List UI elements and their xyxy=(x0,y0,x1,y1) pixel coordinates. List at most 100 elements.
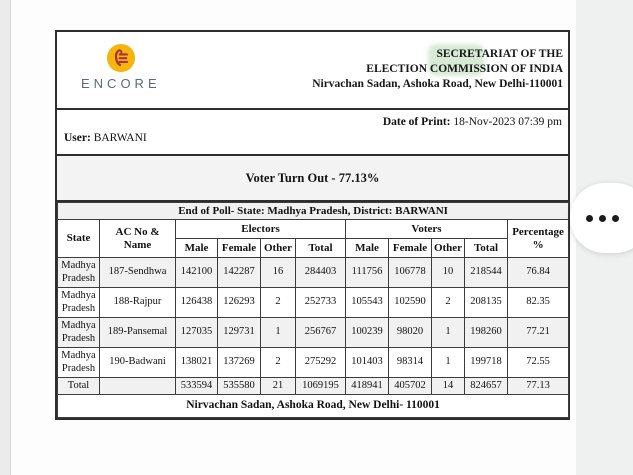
cell-ac-name: 190-Badwani xyxy=(99,347,176,378)
col-header-electors-other: Other xyxy=(260,238,296,258)
col-header-electors-female: Female xyxy=(217,238,261,258)
cell-electors-female: 142287 xyxy=(217,257,261,288)
cell-total-label: Total xyxy=(57,377,100,395)
table-section-title: End of Poll- State: Madhya Pradesh, Dist… xyxy=(56,202,570,220)
cell-electors-total: 256767 xyxy=(295,317,346,348)
table-row-rajpur: Madhya Pradesh 188-Rajpur 126438 126293 … xyxy=(57,287,570,318)
cell-state: Madhya Pradesh xyxy=(57,257,100,288)
table-footer-row: Nirvachan Sadan, Ashoka Road, New Delhi-… xyxy=(56,394,570,418)
ellipsis-menu-icon xyxy=(586,214,593,222)
cell-electors-male: 126438 xyxy=(175,287,218,318)
cell-voters-other: 2 xyxy=(431,287,465,318)
cell-voters-male: 418941 xyxy=(345,377,389,395)
cell-electors-other: 21 xyxy=(260,377,296,395)
green-highlight-mark xyxy=(428,44,484,76)
cell-electors-male: 533594 xyxy=(175,377,218,395)
col-header-voters-total: Total xyxy=(464,238,508,258)
cell-electors-other: 2 xyxy=(260,347,296,378)
date-of-print-label: Date of Print: xyxy=(382,116,451,128)
cell-voters-other: 14 xyxy=(431,377,465,395)
org-line-2: ELECTION COMMISSION OF INDIA xyxy=(366,63,563,75)
col-header-voters-female: Female xyxy=(388,238,432,258)
cell-ac-name: 189-Pansemal xyxy=(99,317,176,348)
cell-electors-other: 1 xyxy=(260,317,296,348)
cell-electors-male: 142100 xyxy=(175,257,218,288)
cell-state: Madhya Pradesh xyxy=(57,347,100,378)
cell-voters-total: 198260 xyxy=(464,317,508,348)
ellipsis-menu-icon xyxy=(599,214,606,222)
user-value: BARWANI xyxy=(93,132,147,144)
cell-voters-total: 218544 xyxy=(464,257,508,288)
col-header-electors-total: Total xyxy=(295,238,346,258)
cell-electors-female: 126293 xyxy=(217,287,261,318)
cell-voters-female: 106778 xyxy=(388,257,432,288)
cell-electors-total: 284403 xyxy=(295,257,346,288)
date-of-print: Date of Print: 18-Nov-2023 07:39 pm xyxy=(383,116,562,128)
cell-voters-female: 405702 xyxy=(388,377,432,395)
cell-percentage: 82.35 xyxy=(506,287,570,318)
cell-electors-female: 129731 xyxy=(217,317,261,348)
encore-logo: ENCORE xyxy=(81,43,161,91)
col-header-state: State xyxy=(57,219,100,258)
cell-voters-other: 1 xyxy=(431,317,465,348)
cell-percentage: 76.84 xyxy=(506,257,570,288)
cell-percentage: 77.13 xyxy=(506,377,570,395)
table-row-badwani: Madhya Pradesh 190-Badwani 138021 137269… xyxy=(57,347,570,378)
cell-electors-other: 2 xyxy=(260,287,296,318)
cell-percentage: 77.21 xyxy=(506,317,570,348)
org-address-block: SECRETARIAT OF THE ELECTION COMMISSION O… xyxy=(312,47,563,92)
more-options-button[interactable] xyxy=(570,183,633,253)
cell-voters-total: 208135 xyxy=(464,287,508,318)
user-date-section: Date of Print: 18-Nov-2023 07:39 pm User… xyxy=(57,110,568,156)
cell-electors-female: 535580 xyxy=(217,377,261,395)
voter-turnout-banner: Voter Turn Out - 77.13% xyxy=(57,156,568,202)
viewer-left-edge xyxy=(0,0,11,475)
encore-logo-icon xyxy=(106,43,135,73)
cell-voters-male: 100239 xyxy=(345,317,389,348)
table-section-title-row: End of Poll- State: Madhya Pradesh, Dist… xyxy=(56,202,570,220)
cell-voters-female: 98020 xyxy=(388,317,432,348)
user-line: User: BARWANI xyxy=(64,132,147,144)
brand-wordmark: ENCORE xyxy=(81,76,161,91)
end-of-poll-table: End of Poll- State: Madhya Pradesh, Dist… xyxy=(56,202,570,418)
org-line-1: SECRETARIAT OF THE xyxy=(436,48,563,60)
voter-turnout-text: Voter Turn Out - 77.13% xyxy=(245,170,380,185)
col-header-ac-no-name: AC No & Name xyxy=(99,219,176,258)
col-header-electors-male: Male xyxy=(175,238,218,258)
cell-ac-name: 188-Rajpur xyxy=(99,287,176,318)
document-header: ENCORE SECRETARIAT OF THE ELECTION COMMI… xyxy=(57,32,568,110)
cell-voters-male: 111756 xyxy=(345,257,389,288)
cell-electors-male: 127035 xyxy=(175,317,218,348)
cell-electors-female: 137269 xyxy=(217,347,261,378)
cell-voters-total: 824657 xyxy=(464,377,508,395)
cell-state: Madhya Pradesh xyxy=(57,317,100,348)
cell-electors-total: 252733 xyxy=(295,287,346,318)
table-row-pansemal: Madhya Pradesh 189-Pansemal 127035 12973… xyxy=(57,317,570,348)
cell-electors-total: 275292 xyxy=(295,347,346,378)
cell-state: Madhya Pradesh xyxy=(57,287,100,318)
footer-address: Nirvachan Sadan, Ashoka Road, New Delhi-… xyxy=(56,394,570,418)
cell-percentage: 72.55 xyxy=(506,347,570,378)
col-header-voters-other: Other xyxy=(431,238,465,258)
table-row-sendhwa: Madhya Pradesh 187-Sendhwa 142100 142287… xyxy=(57,257,570,288)
ellipsis-menu-icon xyxy=(612,214,619,222)
cell-electors-other: 16 xyxy=(260,257,296,288)
cell-voters-other: 1 xyxy=(431,347,465,378)
table-total-row: Total 533594 535580 21 1069195 418941 40… xyxy=(57,377,570,395)
org-line-3: Nirvachan Sadan, Ashoka Road, New Delhi-… xyxy=(312,78,563,90)
cell-ac-name xyxy=(99,377,176,395)
cell-voters-male: 101403 xyxy=(345,347,389,378)
col-header-percentage: Percentage % xyxy=(506,219,570,258)
cell-voters-total: 199718 xyxy=(464,347,508,378)
cell-ac-name: 187-Sendhwa xyxy=(99,257,176,288)
table-header-row-groups: State AC No & Name Electors Voters Perce… xyxy=(57,219,570,258)
cell-voters-female: 98314 xyxy=(388,347,432,378)
cell-voters-female: 102590 xyxy=(388,287,432,318)
user-label: User: xyxy=(64,132,91,144)
group-header-electors: Electors xyxy=(175,219,346,239)
cell-electors-total: 1069195 xyxy=(295,377,346,395)
cell-electors-male: 138021 xyxy=(175,347,218,378)
report-document: ENCORE SECRETARIAT OF THE ELECTION COMMI… xyxy=(55,30,570,420)
date-of-print-value: 18-Nov-2023 07:39 pm xyxy=(453,116,562,128)
